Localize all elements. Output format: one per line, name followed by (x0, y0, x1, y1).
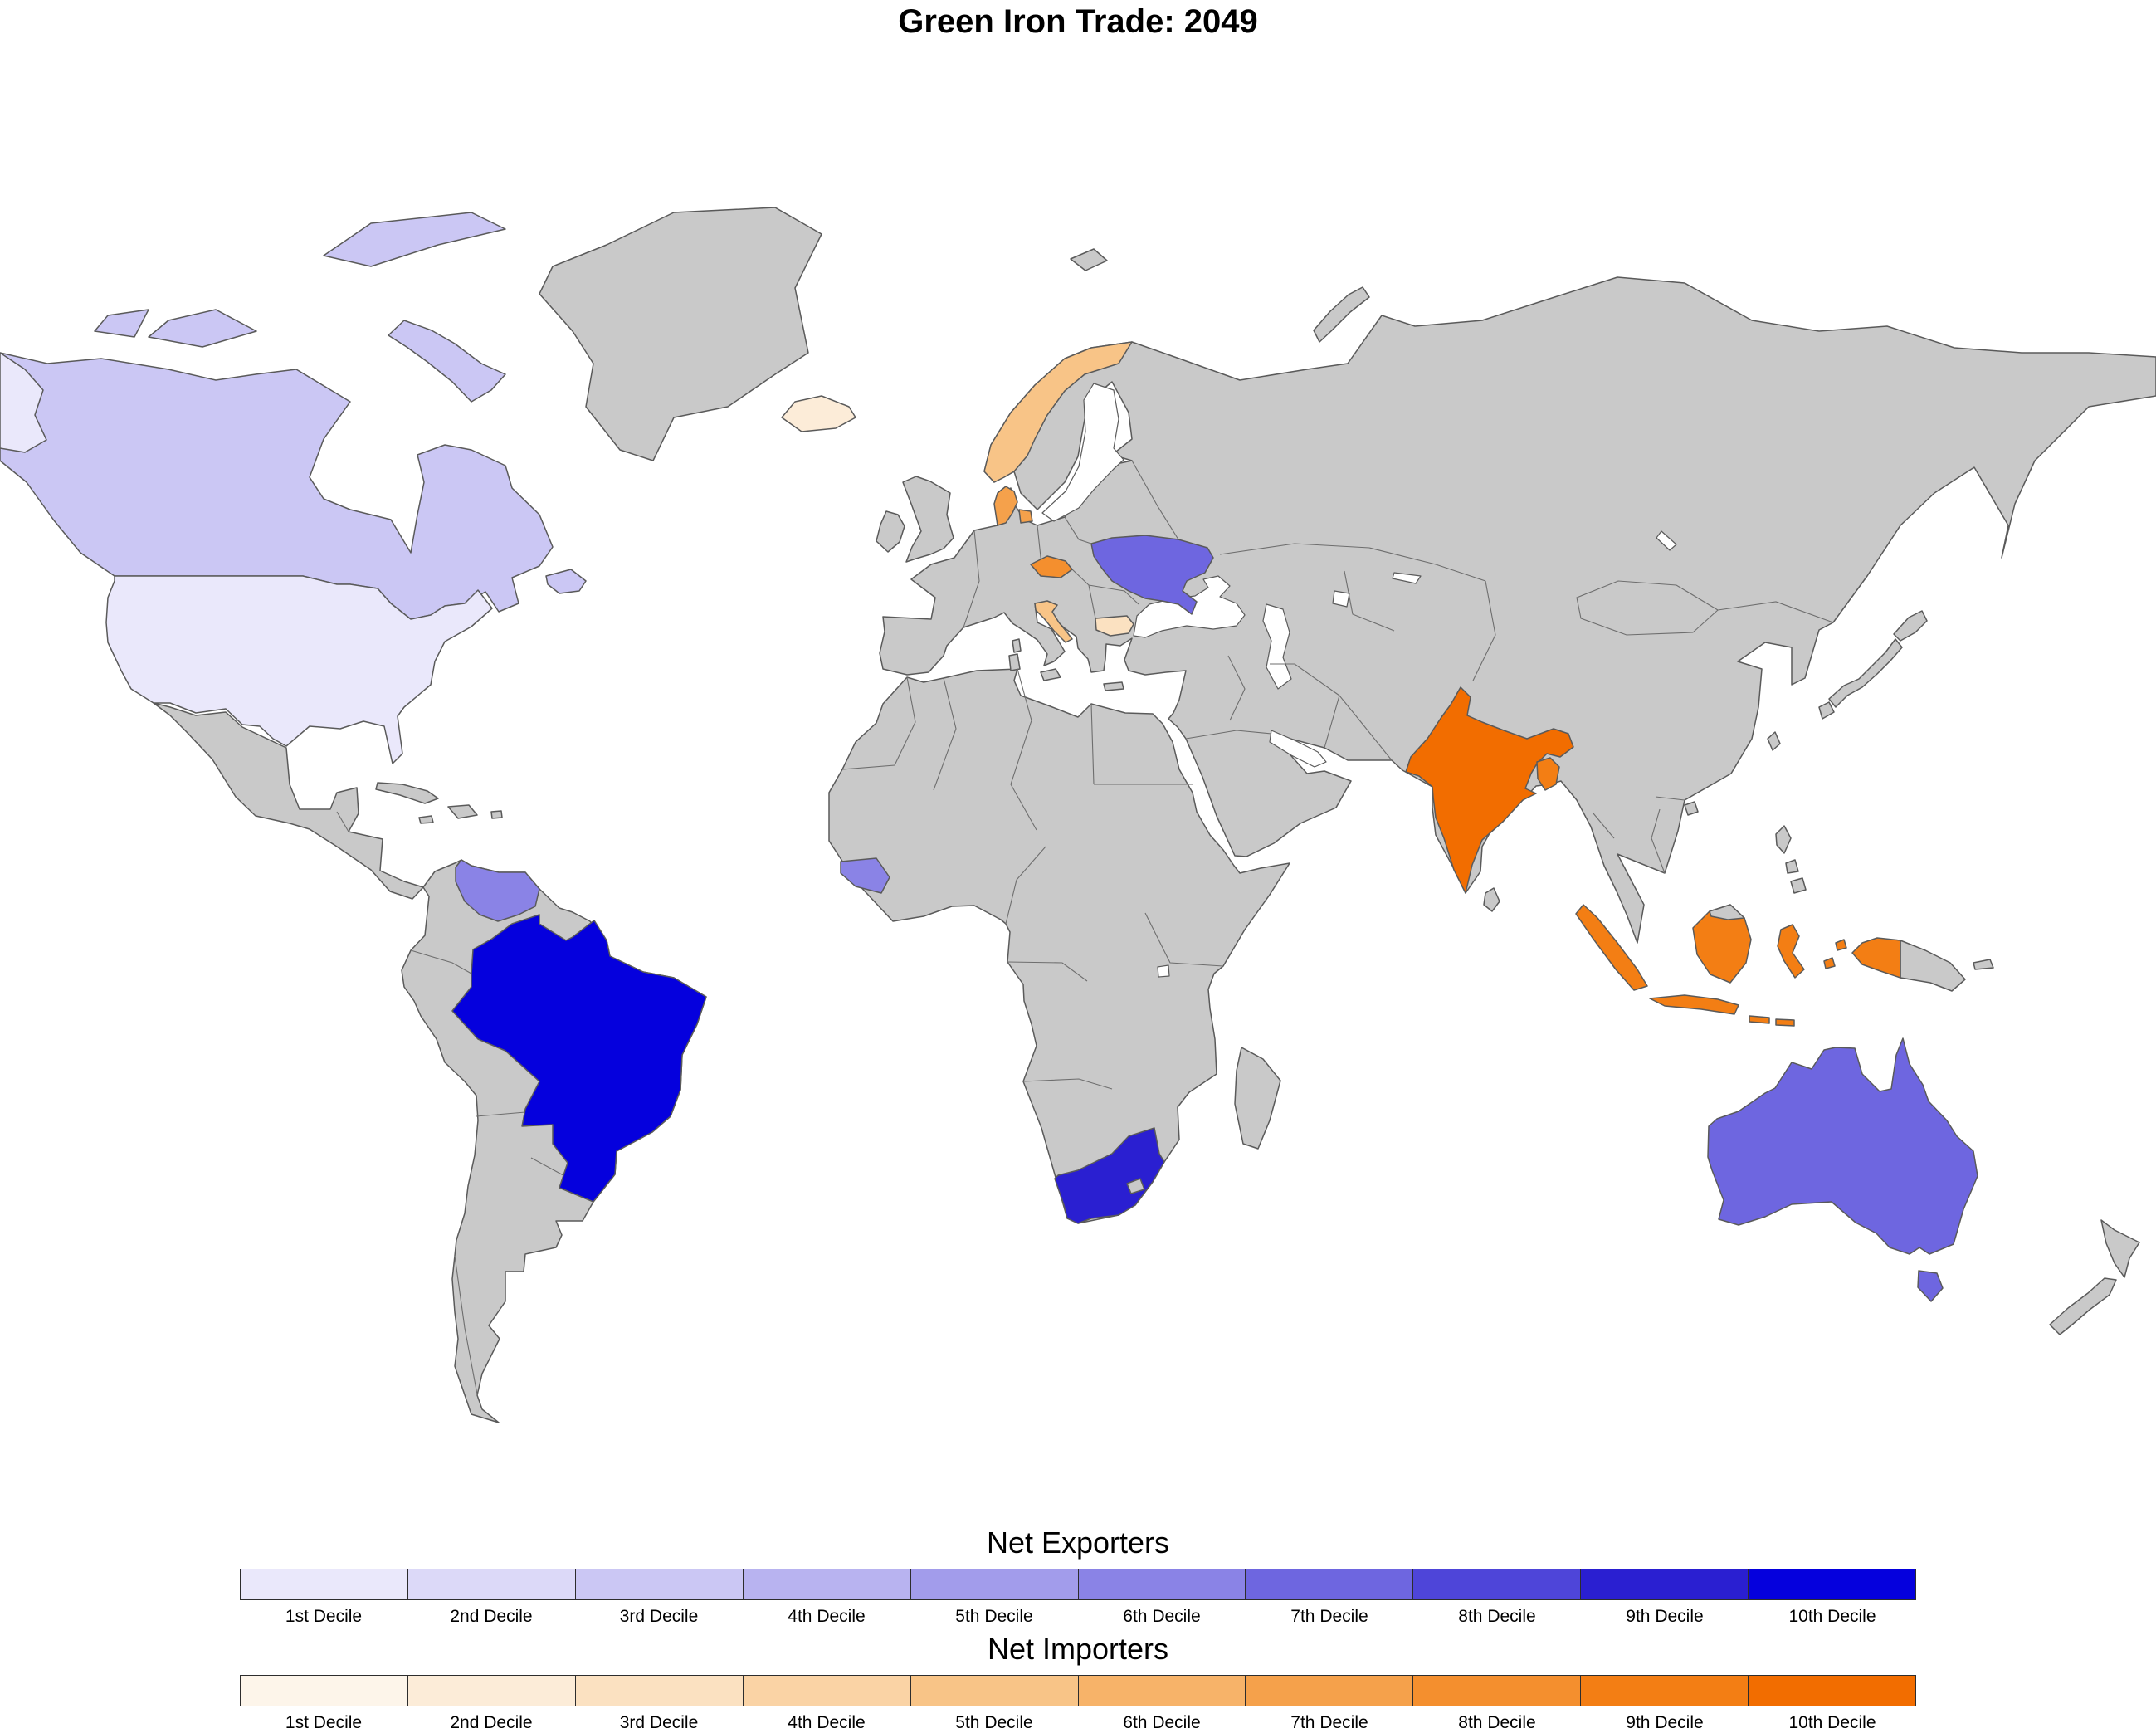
persian-gulf (1269, 730, 1327, 768)
legend-title-importers: Net Importers (987, 1632, 1169, 1666)
landmass-new-zealand (2049, 1219, 2140, 1335)
legend-swatch-exporters-3 (574, 1569, 744, 1600)
legend-swatch-exporters-8 (1412, 1569, 1582, 1600)
country-india (1405, 686, 1574, 894)
legend-swatch-exporters-9 (1580, 1569, 1749, 1600)
landmass-svalbard (1070, 248, 1108, 271)
legend-swatch-exporters-10 (1748, 1569, 1917, 1600)
landmass-hainan (1684, 801, 1699, 816)
country-croatia (1034, 600, 1073, 643)
legend-swatch-importers-5 (910, 1675, 1079, 1706)
landmass-mexico-central-america (153, 702, 424, 900)
country-united-states (0, 352, 493, 764)
legend-swatch-importers-3 (574, 1675, 744, 1706)
landmass-africa (828, 668, 1290, 1224)
country-australia (1707, 1037, 1978, 1302)
world-map (0, 207, 2156, 1423)
page-title: Green Iron Trade: 2049 (898, 3, 1258, 40)
legend-decile-label: 6th Decile (1123, 1607, 1201, 1626)
landmass-novaya-zemlya (1313, 286, 1370, 343)
country-norway (983, 341, 1133, 483)
legend-decile-label: 5th Decile (955, 1607, 1033, 1626)
legend-decile-label: 9th Decile (1626, 1713, 1704, 1732)
landmass-eurasia (879, 276, 2156, 944)
country-indonesia (1575, 904, 1901, 1027)
landmass-papua-new-guinea (1900, 940, 1994, 992)
legend-swatch-exporters-4 (742, 1569, 911, 1600)
legend-decile-label: 2nd Decile (450, 1607, 533, 1626)
landmass-japan (1818, 610, 1928, 720)
landmass-philippines (1775, 825, 1807, 894)
landmass-caribbean-islands (375, 782, 503, 824)
legend-decile-label: 3rd Decile (619, 1713, 699, 1732)
country-iceland (781, 395, 856, 432)
gray-landmasses (153, 207, 2156, 1423)
landmass-greenland (539, 207, 822, 461)
legend-swatch-exporters-2 (407, 1569, 576, 1600)
country-guinea (840, 857, 890, 894)
legend-decile-label: 10th Decile (1788, 1713, 1876, 1732)
country-venezuela (455, 859, 540, 922)
aral-sea (1332, 590, 1350, 608)
legend-swatch-importers-9 (1580, 1675, 1749, 1706)
legend-swatch-importers-1 (240, 1675, 408, 1706)
legend-decile-label: 8th Decile (1458, 1713, 1536, 1732)
legend-swatch-exporters-6 (1077, 1569, 1246, 1600)
choropleth-countries (0, 212, 1978, 1302)
legend-labels-exporters: 1st Decile 2nd Decile 3rd Decile 4th Decile… (240, 1607, 1916, 1627)
legend-decile-label: 7th Decile (1290, 1607, 1368, 1626)
legend-decile-label: 7th Decile (1290, 1713, 1368, 1732)
baltic-sea (1041, 383, 1124, 522)
country-canada (0, 212, 587, 620)
legend-swatch-importers-7 (1245, 1675, 1414, 1706)
legend-swatch-importers-4 (742, 1675, 911, 1706)
legend-bar-exporters (240, 1569, 1917, 1600)
landmass-taiwan (1767, 731, 1781, 751)
legend-decile-label: 2nd Decile (450, 1713, 533, 1732)
legend-decile-label: 1st Decile (285, 1713, 363, 1732)
legend-decile-label: 9th Decile (1626, 1607, 1704, 1626)
landmass-lesotho (1126, 1178, 1145, 1194)
legend-swatch-importers-10 (1748, 1675, 1917, 1706)
legend-decile-label: 4th Decile (788, 1713, 866, 1732)
legend-title-exporters: Net Exporters (986, 1526, 1170, 1560)
internal-borders (336, 460, 1834, 1395)
legend-swatch-exporters-7 (1245, 1569, 1414, 1600)
legend-swatch-importers-2 (407, 1675, 576, 1706)
legend-swatch-importers-8 (1412, 1675, 1582, 1706)
landmass-sri-lanka (1483, 887, 1500, 912)
landmass-malaysia-borneo (1709, 904, 1745, 920)
lake-balkhash (1392, 572, 1422, 584)
legend-net-importers: Net Importers 1st Decile 2nd Decile 3rd De… (240, 1632, 1917, 1733)
lake-baikal (1656, 530, 1677, 551)
legend-swatch-exporters-1 (240, 1569, 408, 1600)
landmass-united-kingdom (902, 476, 954, 563)
country-ukraine (1090, 535, 1214, 615)
country-denmark (993, 486, 1033, 526)
legend-decile-label: 3rd Decile (619, 1607, 699, 1626)
legend-decile-label: 1st Decile (285, 1607, 363, 1626)
country-bangladesh (1536, 757, 1560, 791)
legend-decile-label: 10th Decile (1788, 1607, 1876, 1626)
legend-decile-label: 4th Decile (788, 1607, 866, 1626)
country-brazil (451, 914, 707, 1203)
legend-swatch-importers-6 (1077, 1675, 1246, 1706)
legend-net-exporters: Net Exporters 1st Decile 2nd Decile 3rd De… (240, 1526, 1917, 1627)
landmass-madagascar (1234, 1047, 1281, 1150)
country-bulgaria (1095, 615, 1134, 637)
legend-decile-label: 5th Decile (955, 1713, 1033, 1732)
landmass-mediterranean-islands (1008, 638, 1124, 691)
legend-bar-importers (240, 1675, 1917, 1706)
landmass-ireland (876, 510, 905, 553)
country-czechia (1030, 555, 1073, 578)
legend-decile-label: 8th Decile (1458, 1607, 1536, 1626)
caspian-sea (1262, 603, 1292, 690)
country-south-africa (1054, 1127, 1165, 1224)
lake-victoria (1157, 964, 1170, 978)
legend-swatch-exporters-5 (910, 1569, 1079, 1600)
legend-labels-importers: 1st Decile 2nd Decile 3rd Decile 4th Decile… (240, 1713, 1916, 1733)
legend-decile-label: 6th Decile (1123, 1713, 1201, 1732)
